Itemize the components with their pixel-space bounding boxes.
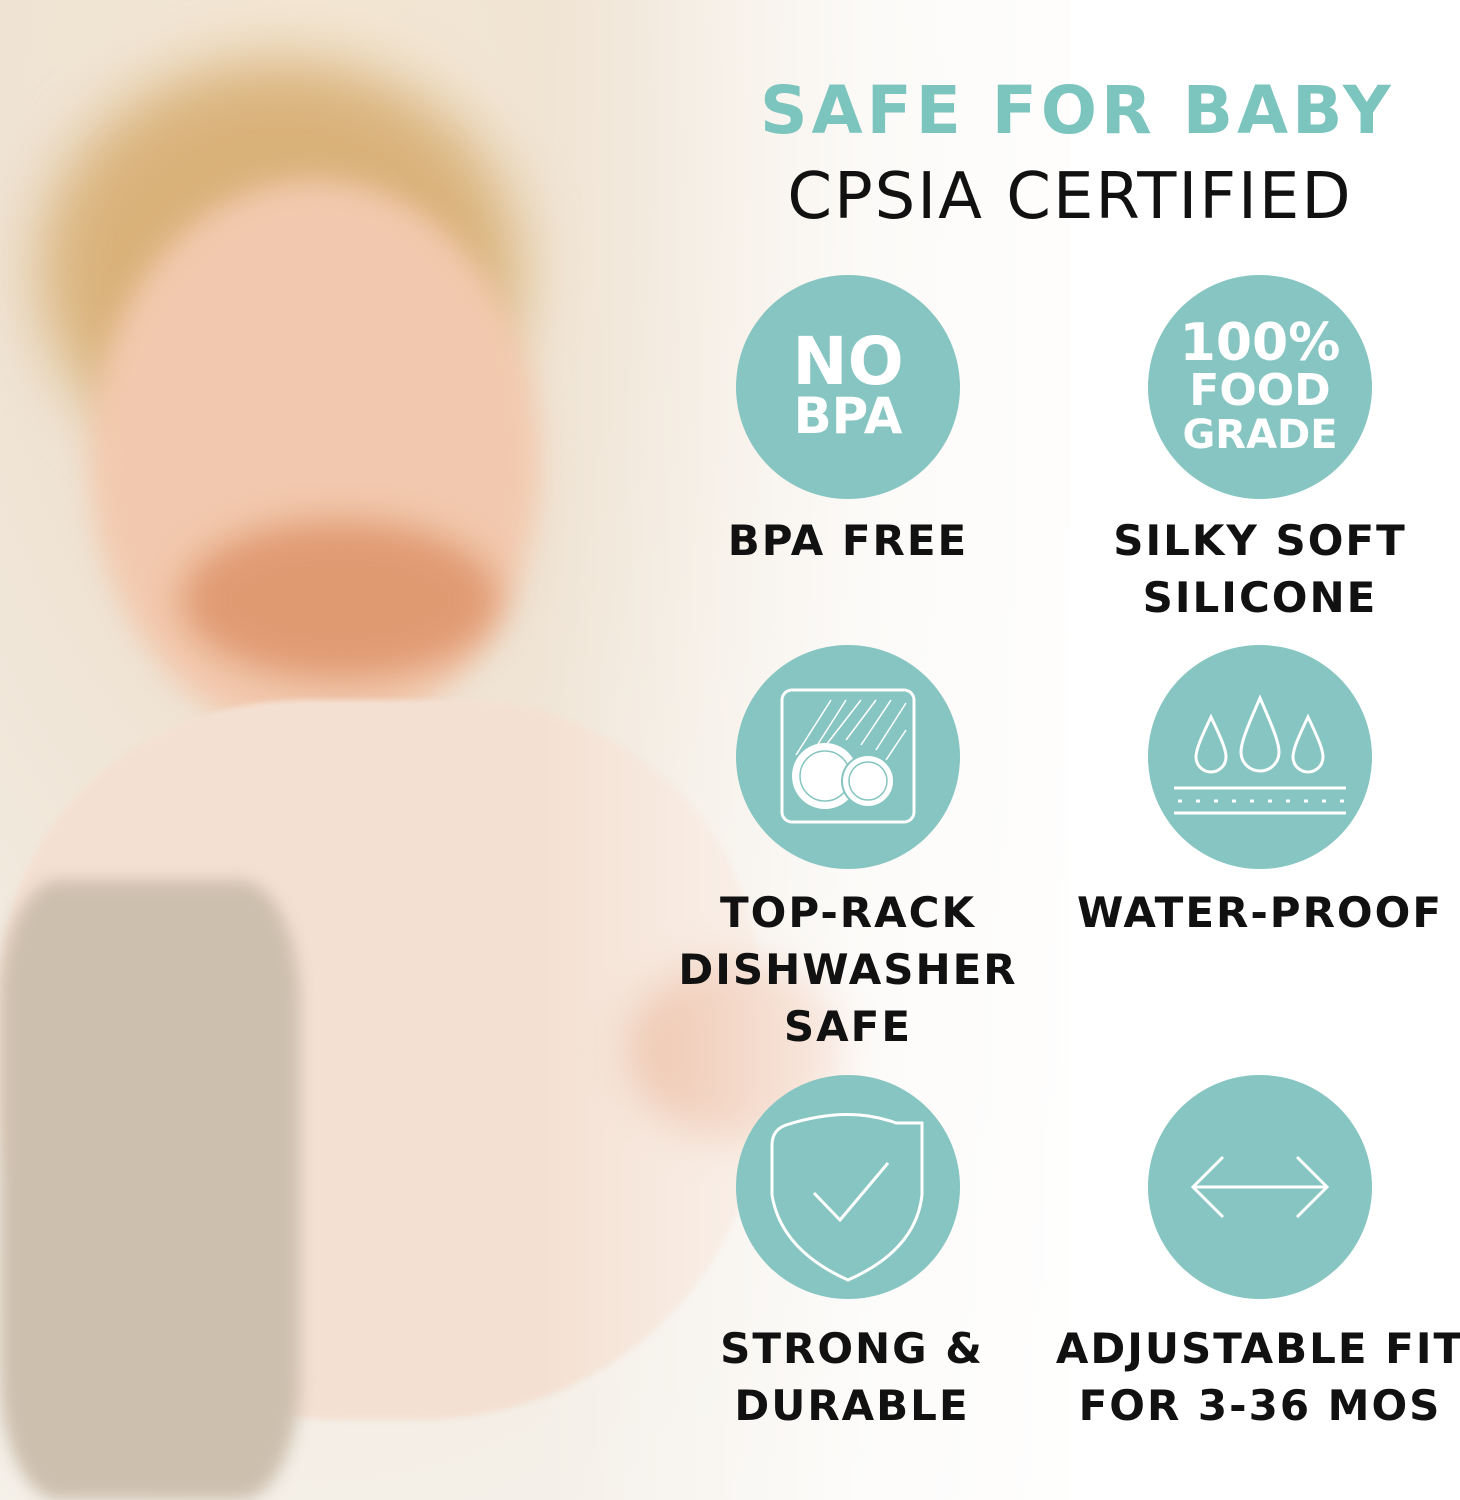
feature-label: STRONG & DURABLE xyxy=(720,1324,984,1430)
badge-text: GRADE xyxy=(1182,412,1338,458)
no-bpa-badge: NO BPA xyxy=(736,275,960,499)
feature-label: SILKY SOFT SILICONE xyxy=(1113,516,1407,622)
water-drops-icon xyxy=(1148,645,1372,869)
badge-text: BPA xyxy=(793,387,903,445)
food-grade-badge: 100% FOOD GRADE xyxy=(1148,275,1372,499)
dishwasher-icon xyxy=(736,645,960,869)
feature-label: WATER-PROOF xyxy=(1076,888,1444,937)
badge-text: NO xyxy=(792,323,904,400)
badge-text: FOOD xyxy=(1189,365,1331,416)
double-arrow-icon xyxy=(1148,1075,1372,1299)
feature-label: ADJUSTABLE FIT FOR 3-36 MOS xyxy=(1055,1324,1460,1430)
feature-label: BPA FREE xyxy=(727,516,969,565)
subheadline: CPSIA CERTIFIED xyxy=(787,160,1353,234)
shield-check-icon xyxy=(736,1075,960,1299)
badge-text: 100% xyxy=(1179,313,1341,373)
feature-label: TOP-RACK DISHWASHER SAFE xyxy=(678,888,1018,1051)
headline: SAFE FOR BABY xyxy=(760,72,1395,149)
